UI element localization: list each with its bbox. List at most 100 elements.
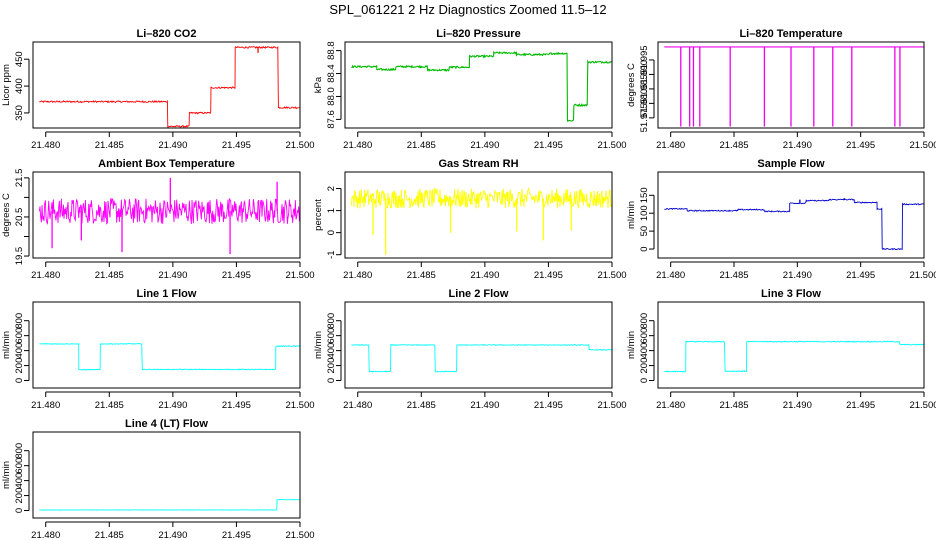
y-tick-label: 88.4 <box>326 64 337 83</box>
x-tick-label: 21.485 <box>95 140 124 151</box>
x-tick-label: 21.485 <box>719 140 748 151</box>
y-axis-label: kPa <box>313 76 324 93</box>
plot-frame <box>344 301 613 389</box>
x-tick-label: 21.490 <box>158 530 187 540</box>
y-tick-label: 0 <box>14 508 25 513</box>
y-tick-label: 20.5 <box>14 208 25 227</box>
series-line <box>351 343 613 373</box>
y-tick-label: 0 <box>326 230 337 235</box>
y-tick-label: 88.8 <box>326 41 337 60</box>
plot-frame <box>32 41 301 129</box>
x-tick-label: 21.480 <box>656 140 685 151</box>
series-line <box>39 342 301 371</box>
x-tick-label: 21.490 <box>783 400 812 411</box>
x-tick-label: 21.495 <box>534 270 563 281</box>
y-tick-label: 0 <box>639 246 650 251</box>
chart-title: Li–820 CO2 <box>137 28 197 40</box>
x-tick-label: 21.495 <box>222 270 251 281</box>
y-tick-label: 400 <box>14 473 25 489</box>
y-tick-label: 150 <box>639 187 650 203</box>
series-line <box>39 499 300 511</box>
y-tick-label: 87.6 <box>326 110 337 128</box>
x-tick-label: 21.480 <box>656 400 685 411</box>
y-axis-label: Licor ppm <box>1 64 12 106</box>
x-tick-label: 21.495 <box>846 140 875 151</box>
chart-title: Ambient Box Temperature <box>98 158 235 170</box>
chart-panel: Sample Flow 21.480 21.485 21.490 21.495 21.50… <box>626 158 936 281</box>
y-tick-label: 200 <box>14 358 25 374</box>
y-tick-label: 400 <box>639 343 650 359</box>
plot-frame <box>32 431 301 519</box>
chart-panel: Li–820 CO2 21.480 21.485 21.490 21.495 21.500… <box>1 28 315 151</box>
y-tick-label: 350 <box>14 105 25 121</box>
plot-frame <box>32 301 301 389</box>
y-tick-label: 21.5 <box>14 169 25 188</box>
y-tick-label: 600 <box>639 328 650 344</box>
y-tick-label: 1 <box>326 208 337 213</box>
y-tick-label: 600 <box>14 328 25 344</box>
plot-frame <box>657 301 925 389</box>
y-tick-label: 450 <box>14 51 25 67</box>
y-axis-label: percent <box>313 199 324 231</box>
x-tick-label: 21.500 <box>909 270 936 281</box>
x-tick-label: 21.500 <box>597 270 626 281</box>
y-tick-label: 100 <box>639 205 650 221</box>
y-tick-label: 19.5 <box>14 247 25 266</box>
x-tick-label: 21.485 <box>407 400 436 411</box>
y-axis-label: degrees C <box>626 63 637 107</box>
x-tick-label: 21.495 <box>534 400 563 411</box>
y-axis-label: ml/min <box>313 331 324 359</box>
x-tick-label: 21.490 <box>783 270 812 281</box>
y-tick-label: 600 <box>326 328 337 344</box>
y-axis-label: ml/min <box>1 461 12 489</box>
chart-title: Sample Flow <box>757 158 825 170</box>
series-line <box>350 186 612 209</box>
x-tick-label: 21.490 <box>158 140 187 151</box>
y-tick-label: 400 <box>326 343 337 359</box>
plot-frame <box>344 171 613 259</box>
y-axis-label: degrees C <box>1 193 12 237</box>
y-tick-label: 200 <box>326 358 337 374</box>
y-tick-label: -1 <box>326 250 337 258</box>
series-line <box>664 198 924 251</box>
y-tick-label: 800 <box>639 313 650 329</box>
chart-title: Line 1 Flow <box>137 288 197 300</box>
x-tick-label: 21.480 <box>343 400 372 411</box>
y-tick-label: 88.0 <box>326 87 337 106</box>
x-tick-label: 21.490 <box>783 140 812 151</box>
x-tick-label: 21.490 <box>158 400 187 411</box>
x-tick-label: 21.490 <box>470 400 499 411</box>
x-tick-label: 21.480 <box>31 140 60 151</box>
chart-panel: Line 2 Flow 21.480 21.485 21.490 21.495 21.50… <box>313 288 627 411</box>
x-tick-label: 21.485 <box>719 400 748 411</box>
x-tick-label: 21.495 <box>846 270 875 281</box>
x-tick-label: 21.500 <box>909 400 936 411</box>
y-axis-label: ml/min <box>626 331 637 359</box>
x-tick-label: 21.500 <box>285 530 314 540</box>
chart-panel: Li–820 Temperature 21.480 21.485 21.490 21.4… <box>626 28 936 151</box>
y-tick-label: 200 <box>14 488 25 504</box>
x-tick-label: 21.485 <box>95 400 124 411</box>
x-tick-label: 21.480 <box>656 270 685 281</box>
y-tick-label: 51.975 <box>639 103 650 132</box>
chart-panel: Line 4 (LT) Flow 21.480 21.485 21.490 21.495… <box>1 418 315 540</box>
x-tick-label: 21.480 <box>343 140 372 151</box>
x-tick-label: 21.480 <box>343 270 372 281</box>
y-tick-label: 0 <box>639 378 650 383</box>
x-tick-label: 21.490 <box>470 140 499 151</box>
chart-title: Line 4 (LT) Flow <box>125 418 208 430</box>
series-line <box>38 197 300 225</box>
x-tick-label: 21.495 <box>534 140 563 151</box>
page-title: SPL_061221 2 Hz Diagnostics Zoomed 11.5–… <box>329 2 606 17</box>
x-tick-label: 21.485 <box>407 270 436 281</box>
x-tick-label: 21.485 <box>407 140 436 151</box>
y-tick-label: 51.995 <box>639 45 650 74</box>
x-tick-label: 21.500 <box>285 140 314 151</box>
plot-frame <box>32 171 301 259</box>
x-tick-label: 21.495 <box>222 530 251 540</box>
y-tick-label: 51.985 <box>639 74 650 103</box>
x-tick-label: 21.500 <box>909 140 936 151</box>
x-tick-label: 21.485 <box>95 270 124 281</box>
